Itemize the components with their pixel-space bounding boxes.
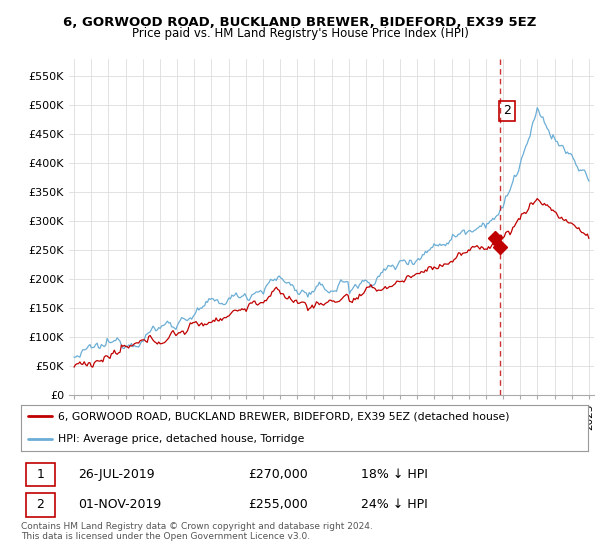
Text: 18% ↓ HPI: 18% ↓ HPI [361,468,428,481]
Text: 01-NOV-2019: 01-NOV-2019 [78,498,161,511]
Text: 2: 2 [503,104,511,118]
Text: HPI: Average price, detached house, Torridge: HPI: Average price, detached house, Torr… [58,435,304,444]
Text: £270,000: £270,000 [248,468,308,481]
Text: 26-JUL-2019: 26-JUL-2019 [78,468,154,481]
Bar [26,463,55,486]
Text: 2: 2 [37,498,44,511]
Bar [26,493,55,516]
Text: £255,000: £255,000 [248,498,308,511]
Text: Price paid vs. HM Land Registry's House Price Index (HPI): Price paid vs. HM Land Registry's House … [131,27,469,40]
Text: 6, GORWOOD ROAD, BUCKLAND BREWER, BIDEFORD, EX39 5EZ (detached house): 6, GORWOOD ROAD, BUCKLAND BREWER, BIDEFO… [58,412,509,421]
Text: 24% ↓ HPI: 24% ↓ HPI [361,498,428,511]
Text: Contains HM Land Registry data © Crown copyright and database right 2024.
This d: Contains HM Land Registry data © Crown c… [21,522,373,542]
Text: 6, GORWOOD ROAD, BUCKLAND BREWER, BIDEFORD, EX39 5EZ: 6, GORWOOD ROAD, BUCKLAND BREWER, BIDEFO… [64,16,536,29]
Text: 1: 1 [37,468,44,481]
